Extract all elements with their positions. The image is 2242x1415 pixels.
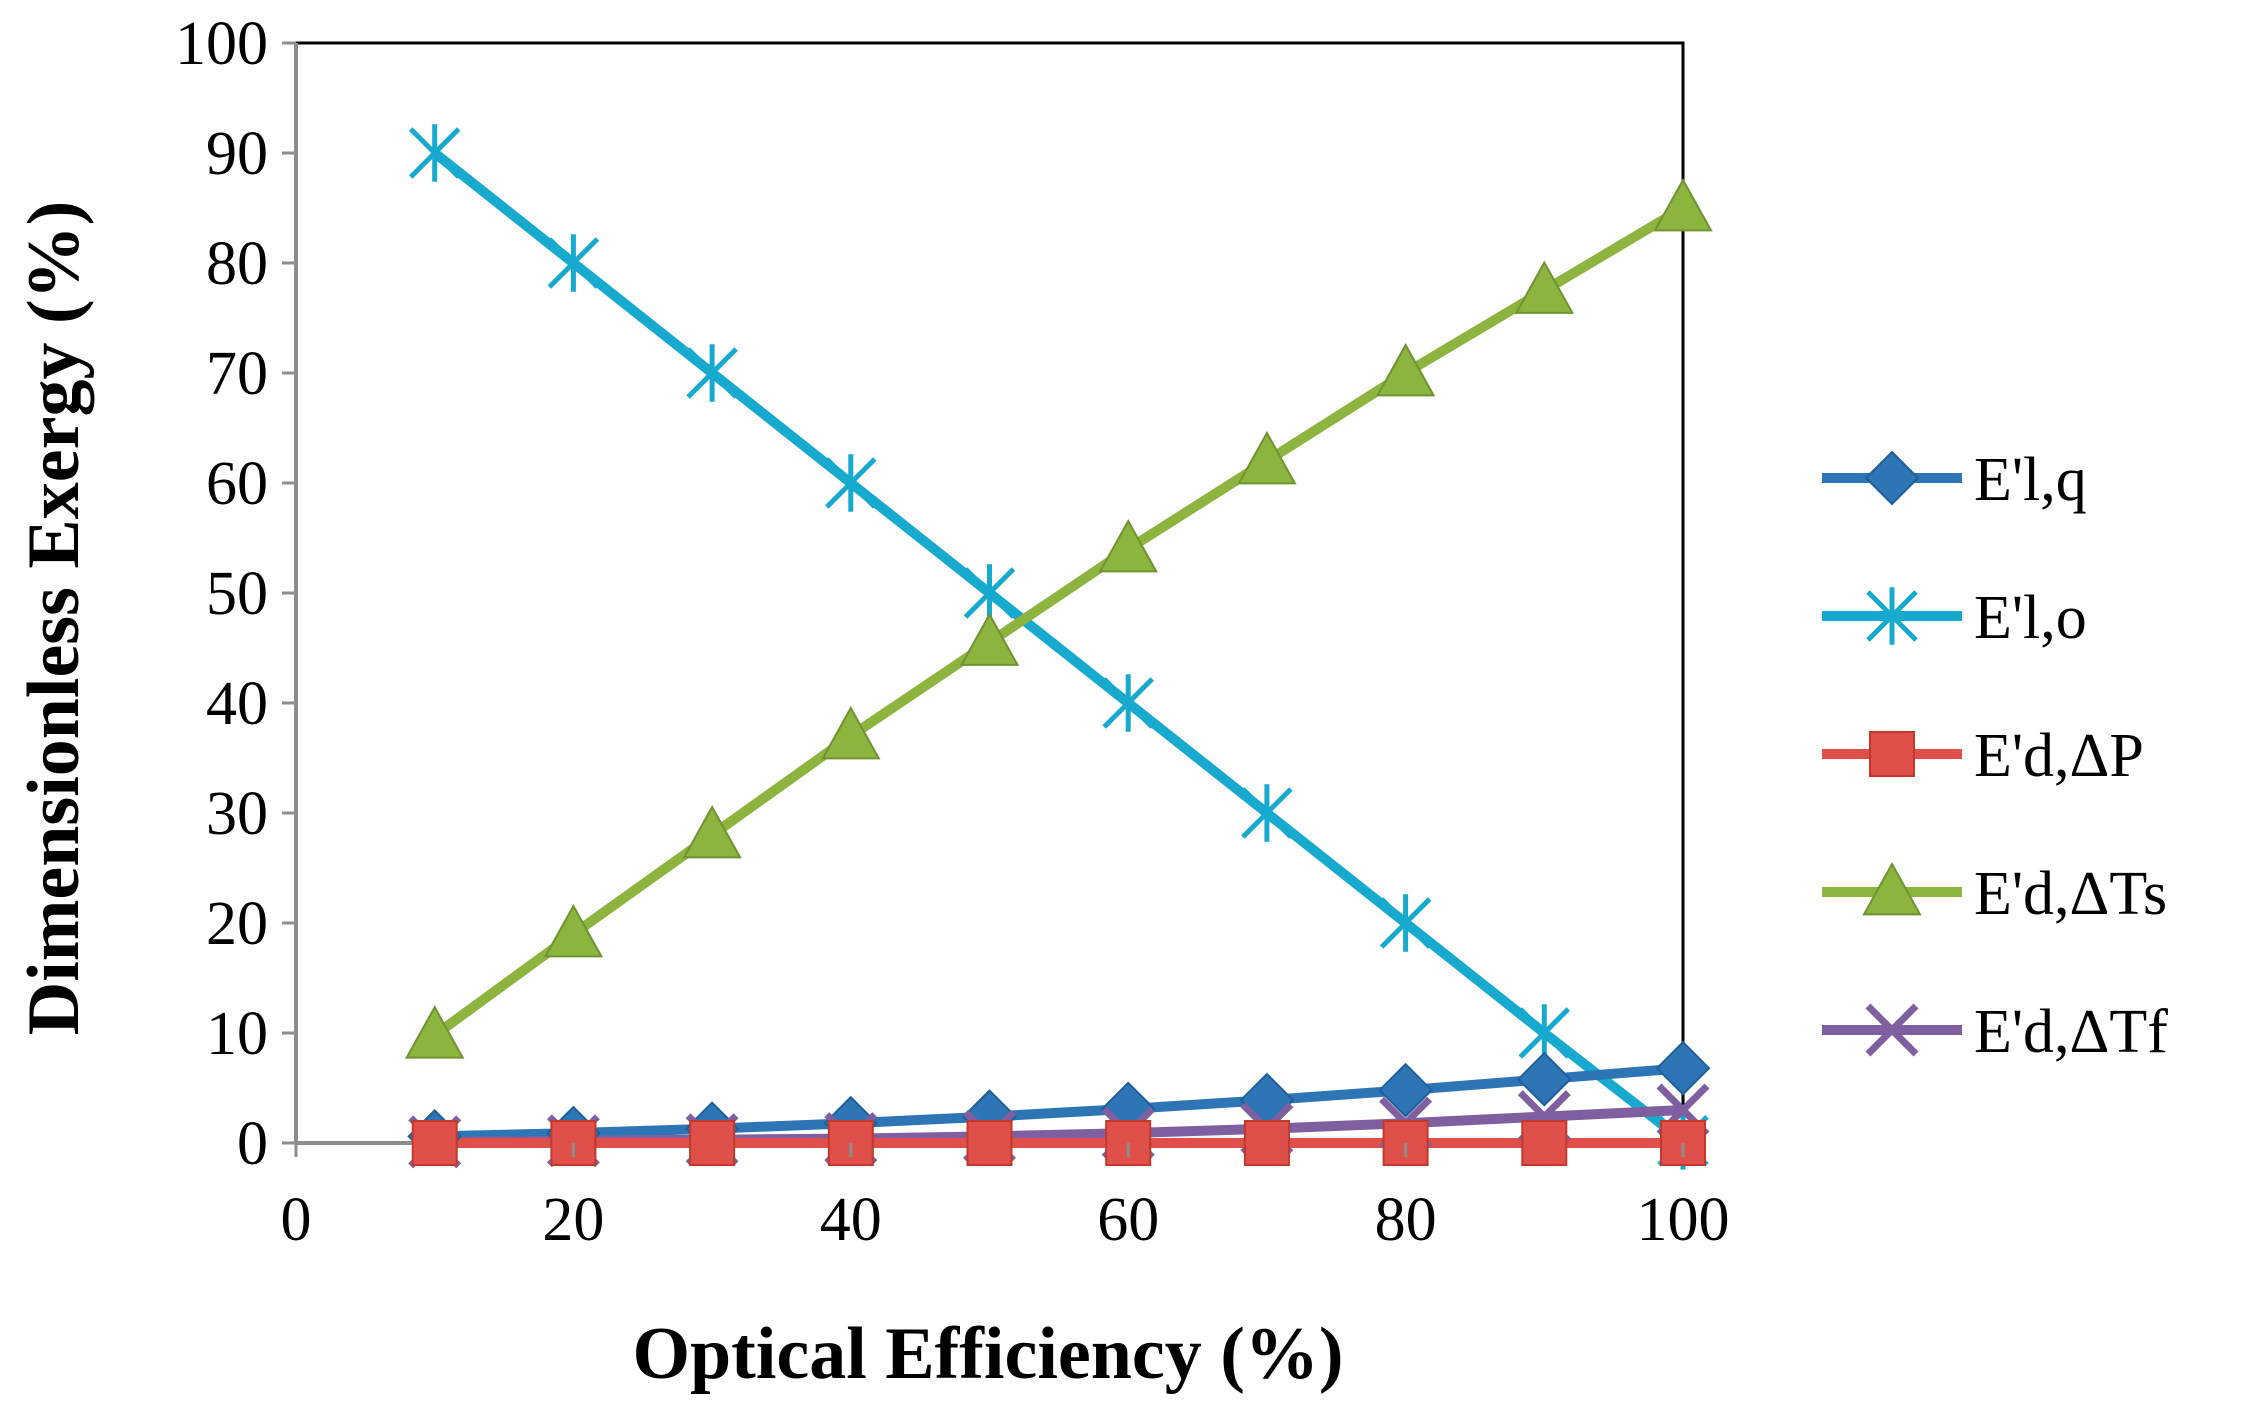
legend-swatch-marker bbox=[1862, 861, 1922, 916]
data-point-s3-p9 bbox=[1653, 177, 1713, 232]
data-point-s2-p8 bbox=[1521, 1120, 1568, 1166]
legend-label: E'l,q bbox=[1974, 446, 2087, 514]
data-point-s1-p6 bbox=[1241, 784, 1293, 842]
data-point-s2-p2 bbox=[689, 1120, 736, 1166]
y-tick-label: 50 bbox=[206, 560, 268, 628]
y-tick-label: 80 bbox=[206, 230, 268, 298]
x-axis-title: Optical Efficiency (%) bbox=[632, 1313, 1343, 1395]
legend: E'l,q E'l,o E'd,ΔP E'd,ΔTs E'd,ΔTf bbox=[1822, 446, 2168, 1066]
data-point-s0-p7 bbox=[1378, 1062, 1434, 1118]
data-point-s2-p1 bbox=[550, 1120, 597, 1166]
data-point-s0-p6 bbox=[1239, 1072, 1295, 1128]
ticks-layer: 0 10 20 30 40 50 60 70 80 90 100 0 20 40 60 80 100 bbox=[175, 10, 1730, 1254]
data-point-s3-p2 bbox=[682, 804, 742, 859]
series-line-0 bbox=[434, 1063, 1684, 1142]
data-point-s3-p7 bbox=[1375, 342, 1436, 397]
y-tick-label: 70 bbox=[206, 340, 268, 408]
y-axis-title: Dimensionless Exergy (%) bbox=[13, 201, 95, 1036]
legend-label: E'l,o bbox=[1974, 584, 2087, 652]
data-point-s2-p6 bbox=[1243, 1120, 1290, 1166]
data-point-s2-p0 bbox=[411, 1120, 458, 1166]
series-line-1 bbox=[431, 149, 1687, 1145]
legend-item-1: E'l,o bbox=[1822, 584, 2087, 652]
x-tick-label: 100 bbox=[1637, 1186, 1730, 1254]
y-tick-label: 20 bbox=[206, 890, 268, 958]
data-point-s3-p6 bbox=[1237, 430, 1297, 485]
x-tick-label: 0 bbox=[281, 1186, 312, 1254]
y-tick-label: 40 bbox=[206, 670, 268, 738]
y-tick-label: 90 bbox=[206, 120, 268, 188]
legend-item-4: E'd,ΔTf bbox=[1822, 998, 2168, 1066]
data-point-s1-p4 bbox=[963, 564, 1016, 622]
data-point-s3-p8 bbox=[1514, 260, 1574, 314]
y-tick-label: 30 bbox=[206, 780, 268, 848]
legend-item-3: E'd,ΔTs bbox=[1822, 860, 2167, 928]
x-tick-label: 60 bbox=[1097, 1186, 1159, 1254]
y-tick-label: 60 bbox=[206, 450, 268, 518]
legend-label: E'd,ΔTf bbox=[1974, 998, 2168, 1066]
legend-swatch-marker bbox=[1864, 450, 1920, 506]
series-layer bbox=[405, 124, 1713, 1170]
legend-item-0: E'l,q bbox=[1822, 446, 2087, 514]
legend-label: E'd,ΔTs bbox=[1974, 860, 2167, 928]
legend-swatch-marker bbox=[1869, 731, 1915, 777]
legend-label: E'd,ΔP bbox=[1974, 722, 2144, 790]
data-point-s1-p7 bbox=[1379, 894, 1432, 952]
data-point-s0-p9 bbox=[1655, 1040, 1711, 1096]
x-tick-label: 20 bbox=[542, 1186, 604, 1254]
data-point-s2-p4 bbox=[966, 1120, 1013, 1166]
y-tick-label: 10 bbox=[206, 1000, 268, 1068]
data-point-s1-p1 bbox=[547, 234, 600, 292]
data-point-s3-p4 bbox=[959, 612, 1020, 666]
data-point-s0-p8 bbox=[1516, 1051, 1572, 1107]
x-tick-label: 40 bbox=[820, 1186, 882, 1254]
data-point-s1-p3 bbox=[825, 454, 877, 512]
series-line-3 bbox=[431, 203, 1686, 1040]
y-tick-label: 100 bbox=[175, 10, 268, 78]
data-point-s3-p0 bbox=[405, 1005, 465, 1059]
data-point-s1-p0 bbox=[408, 124, 461, 182]
y-tick-label: 0 bbox=[237, 1110, 268, 1178]
x-tick-label: 80 bbox=[1375, 1186, 1437, 1254]
data-point-s3-p1 bbox=[543, 903, 604, 958]
legend-swatch-marker bbox=[1865, 1003, 1919, 1057]
legend-swatch-marker bbox=[1866, 587, 1918, 645]
data-point-s3-p5 bbox=[1098, 518, 1158, 573]
data-point-s3-p3 bbox=[821, 705, 881, 760]
legend-item-2: E'd,ΔP bbox=[1822, 722, 2144, 790]
data-point-s1-p5 bbox=[1102, 674, 1154, 732]
data-point-s1-p2 bbox=[686, 344, 738, 402]
